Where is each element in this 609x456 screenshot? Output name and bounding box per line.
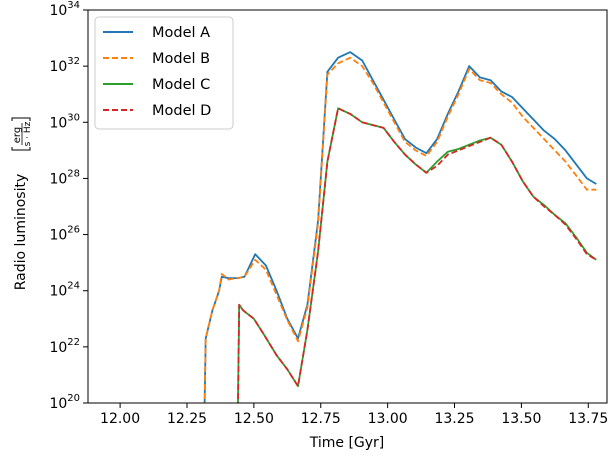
x-tick-label: 13.50: [501, 411, 541, 427]
x-tick-label: 13.75: [568, 411, 608, 427]
series-layer: [203, 51, 597, 403]
x-axis-label: Time [Gyr]: [309, 435, 385, 451]
legend-entry: Model A: [152, 25, 210, 41]
x-axis: 12.00 12.25 12.50 12.75 13.00 13.25 13.50 13.75: [100, 403, 608, 427]
y-axis-unit: erg s · Hz: [11, 117, 33, 151]
x-tick-label: 12.75: [301, 411, 341, 427]
y-tick-label: 1030: [49, 112, 80, 131]
y-tick-label: 1034: [49, 0, 80, 19]
y-tick-label: 1024: [49, 281, 80, 300]
y-tick-label: 1026: [49, 225, 80, 244]
unit-denominator: s · Hz: [23, 121, 33, 146]
x-tick-label: 12.25: [167, 411, 207, 427]
y-tick-label: 1032: [49, 56, 80, 75]
plot-frame: [87, 9, 608, 404]
y-tick-label: 1020: [49, 393, 80, 412]
series-line-model-b: [203, 56, 597, 403]
unit-right-bracket: [11, 117, 31, 121]
legend-box: [94, 16, 234, 130]
series-line-model-d: [237, 107, 597, 403]
x-tick-label: 12.00: [100, 411, 140, 427]
legend-entry: Model B: [152, 51, 210, 67]
y-axis-label-group: Radio luminosity erg s · Hz: [11, 117, 33, 290]
y-axis-label: Radio luminosity: [13, 174, 29, 290]
legend: Model A Model B Model C Model D: [94, 16, 234, 130]
legend-entry: Model D: [152, 103, 211, 119]
unit-left-bracket: [11, 147, 31, 151]
y-axis: 1020 1022 1024 1026 1028 1030 1032 1034: [49, 0, 88, 412]
series-line-model-a: [203, 51, 597, 403]
y-tick-label: 1028: [49, 168, 80, 187]
x-tick-label: 13.00: [368, 411, 408, 427]
y-tick-label: 1022: [49, 337, 80, 356]
x-tick-label: 13.25: [434, 411, 474, 427]
series-line-model-c: [237, 107, 597, 403]
unit-numerator: erg: [12, 127, 23, 143]
x-tick-label: 12.50: [234, 411, 274, 427]
legend-entry: Model C: [152, 77, 210, 93]
